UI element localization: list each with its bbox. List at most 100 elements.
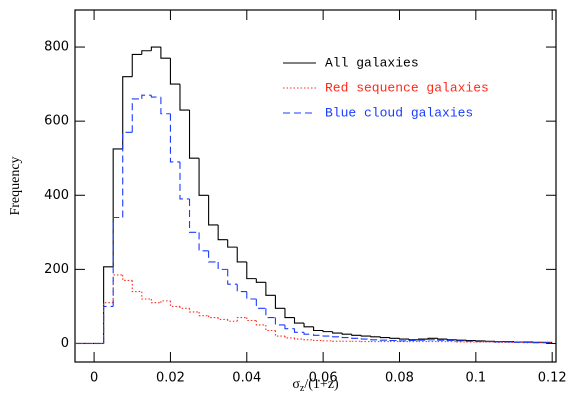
histogram-step (322, 330, 333, 333)
y-tick-label: 800 (44, 40, 69, 55)
histogram-step (313, 326, 324, 332)
histogram-step (160, 300, 171, 303)
histogram-step (160, 47, 171, 59)
histogram-step (418, 338, 429, 340)
histogram-step (341, 333, 352, 335)
histogram-step (265, 324, 276, 332)
histogram-step (179, 161, 190, 200)
histogram-step (236, 247, 247, 263)
histogram-step (217, 261, 228, 270)
histogram-step (141, 291, 152, 300)
legend-label: Red sequence galaxies (325, 80, 489, 95)
histogram-step (188, 198, 200, 233)
histogram-step (370, 339, 381, 341)
histogram-step (179, 306, 190, 309)
histogram-step (208, 315, 219, 319)
histogram-step (188, 110, 200, 159)
x-tick-label: 0 (90, 371, 98, 386)
histogram-step (265, 282, 276, 296)
histogram-step (313, 339, 324, 342)
histogram-step (437, 338, 448, 340)
histogram-step (227, 269, 238, 285)
histogram-step (398, 338, 410, 340)
histogram-step (198, 311, 209, 317)
histogram-step (150, 95, 161, 98)
histogram-step (351, 334, 362, 336)
histogram-step (160, 97, 171, 115)
histogram-step (332, 331, 343, 334)
histogram-step (389, 337, 400, 339)
histogram-step (408, 339, 419, 341)
histogram-step (217, 317, 228, 320)
histogram-step (351, 337, 362, 339)
histogram-step (360, 338, 371, 340)
x-tick-label: 0.1 (465, 371, 486, 386)
x-tick-label: 0.08 (385, 371, 414, 386)
histogram-step (284, 324, 295, 330)
histogram-step (131, 53, 142, 77)
histogram-step (255, 320, 266, 326)
y-tick-label: 0 (61, 336, 69, 351)
histogram-step (188, 308, 200, 313)
histogram-step (274, 317, 285, 326)
histogram-step (246, 291, 257, 300)
histogram-step (255, 299, 266, 309)
x-tick-label: 0.04 (232, 371, 261, 386)
histogram-step (150, 299, 161, 304)
histogram-step (103, 266, 114, 344)
histogram-step (236, 284, 247, 293)
histogram-step (112, 274, 123, 303)
histogram-step (131, 98, 142, 133)
histogram-step (274, 330, 285, 337)
histogram-step (208, 250, 219, 263)
histogram-step (103, 302, 114, 344)
legend-label: Blue cloud galaxies (325, 105, 473, 120)
y-tick-label: 600 (44, 114, 69, 129)
histogram-step (341, 336, 352, 339)
histogram-step (198, 232, 209, 252)
histogram-step (293, 328, 305, 333)
y-tick-label: 200 (44, 262, 69, 277)
histogram-step (217, 224, 228, 241)
x-tick-label: 0.06 (309, 371, 338, 386)
histogram-step (122, 76, 133, 149)
histogram-step (293, 317, 305, 324)
histogram-step (379, 336, 390, 339)
histogram-step (284, 336, 295, 339)
histogram-step (179, 84, 190, 111)
legend-label: All galaxies (325, 55, 419, 70)
histogram-step (274, 295, 285, 309)
histogram-step (112, 216, 123, 307)
histogram-step (303, 323, 314, 328)
histogram-step (131, 280, 142, 293)
histogram-step (293, 337, 305, 340)
y-axis-label: Frequency (8, 156, 23, 215)
histogram-step (169, 113, 180, 163)
histogram-step (150, 46, 161, 51)
histogram-step (265, 308, 276, 319)
x-axis-label: σz/(1+z) (292, 377, 339, 394)
histogram-step (303, 332, 314, 335)
histogram-step (322, 335, 333, 337)
histogram-step (360, 335, 371, 337)
histogram-step (332, 336, 343, 338)
histogram-step (122, 131, 133, 218)
x-tick-label: 0.02 (156, 371, 185, 386)
histogram-step (227, 319, 238, 322)
histogram-step (313, 334, 324, 336)
histogram-step (446, 339, 457, 341)
histogram-step (122, 274, 133, 282)
histogram-step (246, 261, 257, 280)
histogram-step (255, 278, 266, 283)
histogram-step (198, 158, 209, 196)
histogram-step (284, 308, 295, 319)
histogram-step (370, 336, 381, 338)
histogram-step (227, 239, 238, 248)
histogram-step (141, 50, 152, 55)
histogram-step (112, 148, 123, 267)
histogram-step (169, 300, 180, 307)
histogram-step (208, 195, 219, 226)
histogram-step (103, 305, 114, 344)
y-tick-label: 400 (44, 188, 69, 203)
